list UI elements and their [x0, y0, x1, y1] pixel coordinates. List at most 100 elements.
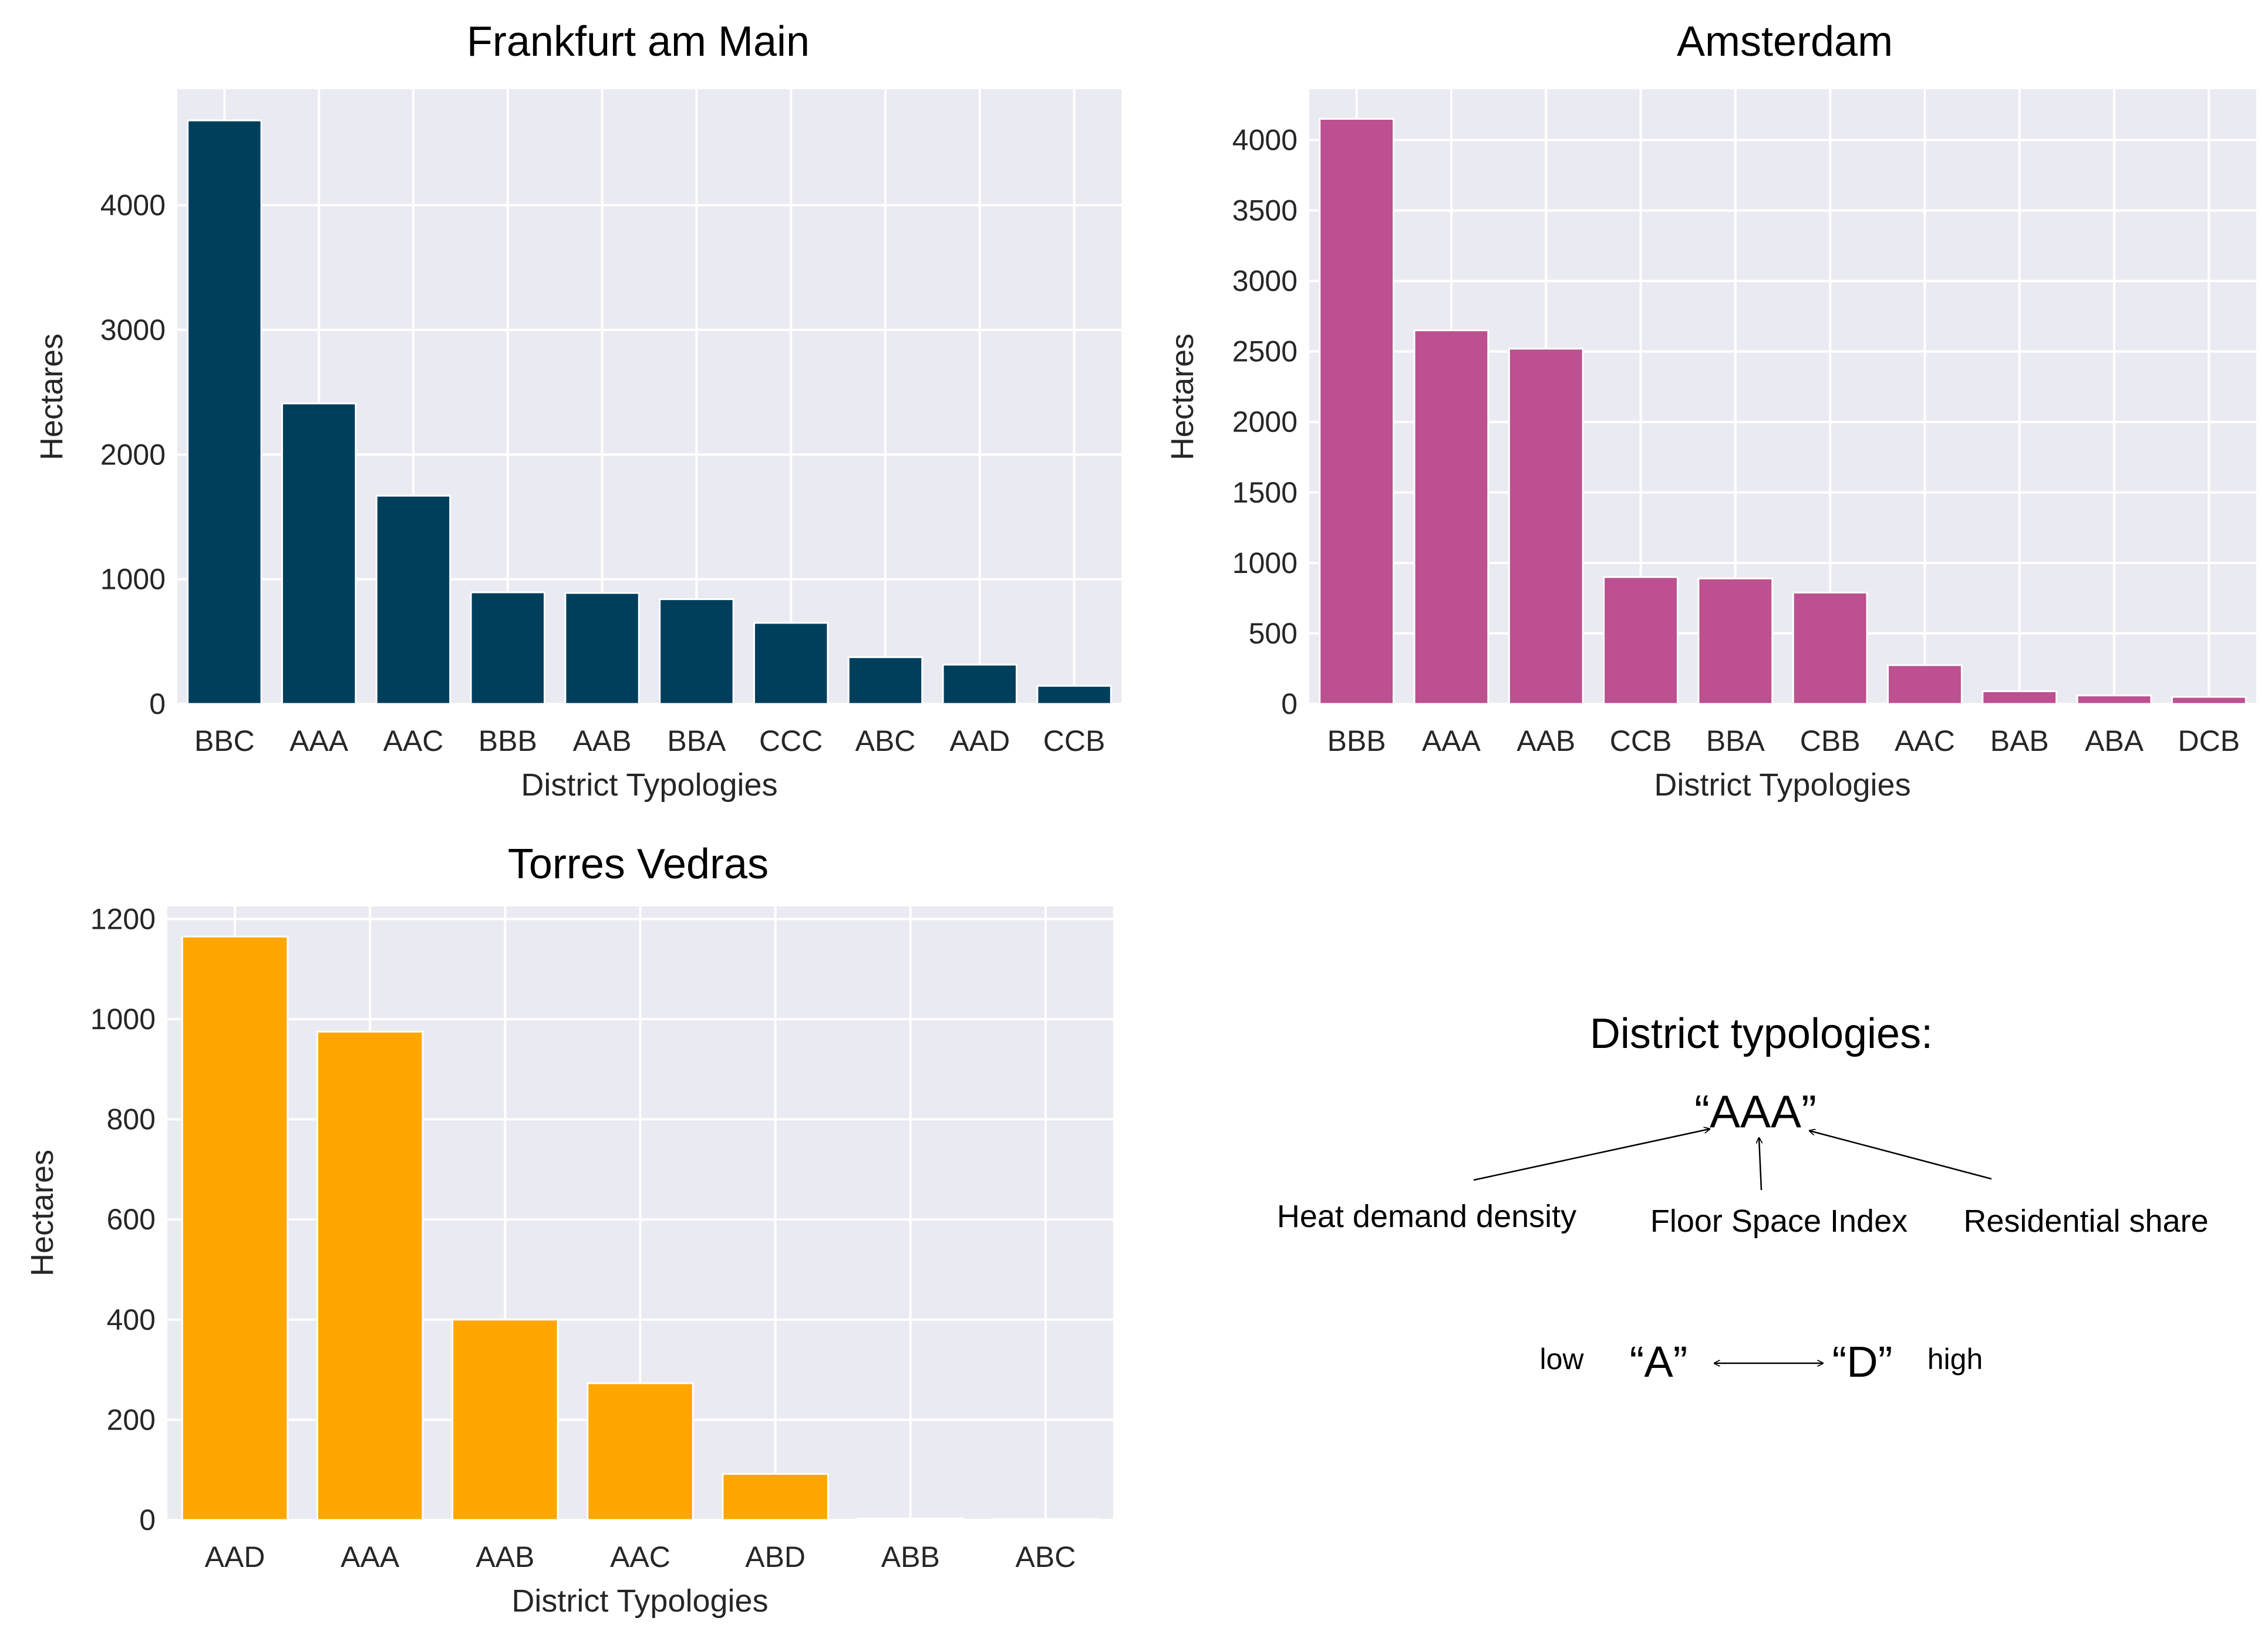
x-tick-label: AAB — [1517, 724, 1575, 757]
x-tick-label: AAC — [610, 1541, 670, 1573]
x-tick-label: DCB — [2178, 724, 2240, 757]
x-tick-label: CCB — [1043, 724, 1106, 757]
bar-bba — [1697, 577, 1774, 705]
chart-frankfurt: Frankfurt am Main 0 1000 2000 3000 4000 BBC A… — [34, 18, 1121, 803]
bar-ccb — [1036, 685, 1112, 705]
y-tick-labels: 0 1000 2000 3000 4000 — [100, 189, 166, 720]
x-tick-label: BBB — [1327, 724, 1386, 757]
arrow-floor-space — [1759, 1138, 1761, 1191]
component-residential-share: Residential share — [1963, 1204, 2208, 1239]
bar-aaa — [1413, 329, 1489, 705]
y-tick-label: 1500 — [1232, 476, 1298, 509]
chart-title: Amsterdam — [1677, 18, 1893, 65]
bars — [181, 935, 1100, 1521]
y-tick-label: 200 — [107, 1403, 156, 1436]
x-axis-label: District Typologies — [511, 1583, 768, 1619]
bar-bbb — [1319, 117, 1395, 705]
scale-low-letter: “A” — [1630, 1337, 1688, 1386]
chart-amsterdam: Amsterdam 0 500 1000 1500 2000 2500 3000 3500 40… — [1165, 18, 2256, 803]
x-tick-label: ABB — [881, 1541, 940, 1573]
x-tick-label: AAA — [289, 724, 349, 757]
x-tick-label: AAB — [476, 1541, 534, 1573]
chart-title: Torres Vedras — [508, 841, 769, 888]
bar-aac — [375, 494, 451, 705]
x-tick-labels: BBB AAA AAB CCB BBA CBB AAC BAB ABA DCB — [1327, 724, 2240, 757]
arrow-residential — [1809, 1131, 1992, 1180]
y-tick-label: 1000 — [90, 1003, 156, 1036]
y-tick-label: 600 — [107, 1203, 156, 1236]
x-tick-label: CBB — [1800, 724, 1861, 757]
y-axis-label: Hectares — [1165, 333, 1200, 460]
x-tick-label: AAD — [949, 724, 1010, 757]
y-tick-label: 500 — [1249, 617, 1298, 650]
scale-high-label: high — [1927, 1343, 1983, 1376]
x-tick-labels: BBC AAA AAC BBB AAB BBA CCC ABC AAD CCB — [194, 724, 1105, 757]
bar-aab — [1508, 348, 1584, 705]
bar-aac — [1887, 664, 1963, 705]
bar-aaa — [281, 402, 357, 705]
y-tick-label: 1200 — [90, 902, 156, 935]
bar-aab — [451, 1319, 559, 1521]
x-tick-label: CCC — [759, 724, 823, 757]
bar-bbb — [470, 591, 546, 705]
y-tick-label: 1000 — [100, 563, 166, 596]
y-tick-labels: 0 500 1000 1500 2000 2500 3000 3500 4000 — [1232, 123, 1298, 720]
y-tick-label: 3500 — [1232, 194, 1298, 227]
bar-bbc — [187, 119, 262, 705]
scale-high-letter: “D” — [1832, 1337, 1893, 1386]
x-axis-label: District Typologies — [521, 767, 777, 803]
y-tick-label: 2000 — [1232, 406, 1298, 439]
x-tick-label: ABC — [855, 724, 916, 757]
x-tick-label: AAA — [1422, 724, 1481, 757]
legend-title: District typologies: — [1590, 1010, 1933, 1057]
y-axis-label: Hectares — [25, 1150, 60, 1276]
y-tick-label: 0 — [139, 1504, 156, 1536]
bar-dcb — [2171, 696, 2247, 705]
y-tick-label: 400 — [107, 1303, 156, 1336]
bar-aad — [942, 663, 1018, 705]
bar-bab — [1981, 690, 2058, 705]
bars — [187, 119, 1112, 705]
x-tick-label: ABD — [745, 1541, 806, 1573]
scale-low-label: low — [1539, 1343, 1584, 1376]
y-tick-label: 800 — [107, 1103, 156, 1136]
component-heat-demand-density: Heat demand density — [1277, 1199, 1576, 1234]
bar-aaa — [316, 1030, 424, 1521]
y-tick-label: 2000 — [100, 438, 166, 471]
x-tick-label: BAB — [1990, 724, 2049, 757]
component-floor-space-index: Floor Space Index — [1650, 1204, 1908, 1239]
x-tick-label: ABA — [2085, 724, 2144, 757]
bars — [1319, 117, 2247, 705]
x-tick-label: AAC — [1895, 724, 1955, 757]
x-tick-label: BBB — [478, 724, 537, 757]
x-axis-label: District Typologies — [1654, 767, 1910, 803]
bar-aba — [2076, 695, 2152, 705]
y-tick-label: 1000 — [1232, 547, 1298, 579]
x-tick-label: ABC — [1016, 1541, 1076, 1573]
bar-aac — [587, 1382, 694, 1521]
x-tick-label: CCB — [1610, 724, 1672, 757]
x-tick-labels: AAD AAA AAB AAC ABD ABB ABC — [205, 1541, 1076, 1573]
chart-title: Frankfurt am Main — [467, 18, 810, 65]
x-tick-label: AAC — [383, 724, 444, 757]
arrow-heat-demand — [1473, 1129, 1710, 1181]
y-tick-labels: 0 200 400 600 800 1000 1200 — [90, 902, 156, 1536]
y-tick-label: 2500 — [1232, 335, 1298, 368]
bar-ccc — [753, 622, 829, 705]
y-tick-label: 0 — [149, 687, 166, 720]
x-tick-label: AAA — [341, 1541, 400, 1573]
bar-aab — [564, 592, 640, 705]
typology-legend: District typologies: “AAA” Heat demand d… — [1277, 1010, 2209, 1386]
bar-bba — [659, 598, 734, 705]
y-tick-label: 0 — [1281, 687, 1298, 720]
bar-aad — [181, 935, 289, 1521]
y-tick-label: 3000 — [1232, 265, 1298, 298]
x-tick-label: AAB — [573, 724, 632, 757]
x-tick-label: BBA — [667, 724, 726, 757]
bar-abc — [847, 656, 924, 705]
bar-cbb — [1792, 591, 1868, 705]
x-tick-label: AAD — [205, 1541, 265, 1573]
x-tick-label: BBA — [1706, 724, 1765, 757]
